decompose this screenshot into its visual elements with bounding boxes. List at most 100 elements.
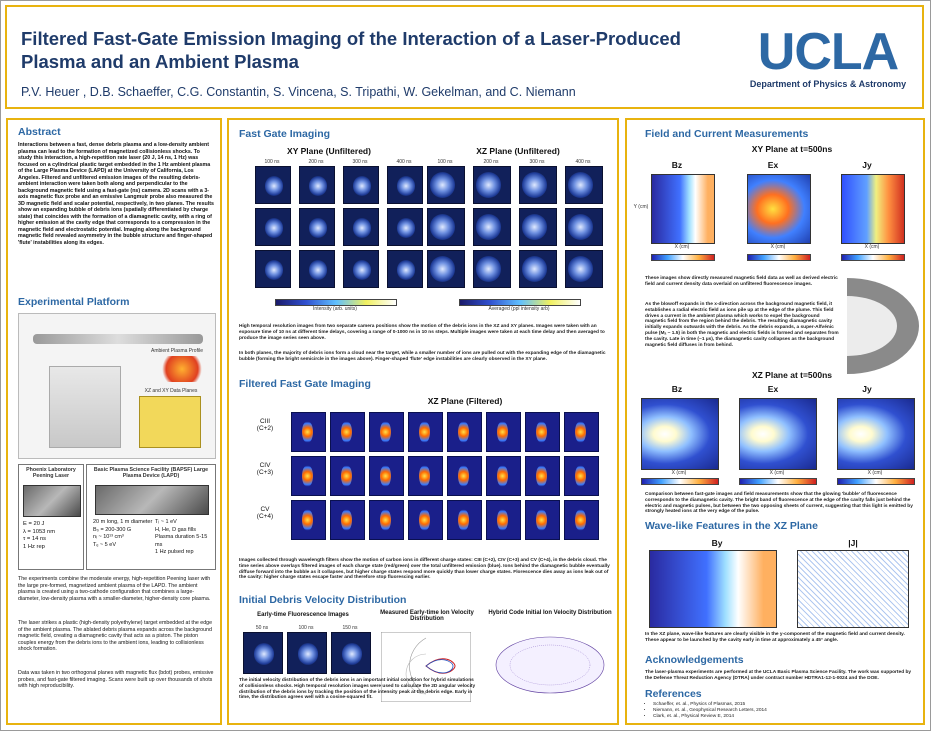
lapd-chamber-shape xyxy=(33,334,203,344)
lapd-box: Basic Plasma Science Facility (BAPSF) La… xyxy=(86,464,216,570)
emission-image xyxy=(447,500,482,540)
lapd-specs-left: 20 m long, 1 m diameter B₀ = 200-300 G n… xyxy=(93,519,153,549)
emission-image xyxy=(525,456,560,496)
bz-label: Bz xyxy=(671,160,683,170)
data-planes-shape xyxy=(139,396,201,448)
emission-image xyxy=(486,456,521,496)
experiment-diagram: Ambient Plasma Profile XZ and XY Data Pl… xyxy=(18,313,216,459)
time-label: 200 ns xyxy=(483,159,499,165)
lapd-spec: B₀ = 200-300 G xyxy=(93,526,132,533)
emission-image xyxy=(387,250,423,288)
scatter-inner xyxy=(509,644,591,686)
time-label: 150 ns xyxy=(342,625,358,631)
velocity-panel-3-title: Hybrid Code Initial Ion Velocity Distrib… xyxy=(488,610,612,616)
emission-image xyxy=(564,412,599,452)
lapd-spec: nᵢ ~ 10¹³ cm³ xyxy=(93,534,124,540)
emission-image xyxy=(519,208,557,246)
bz-colorbar xyxy=(651,254,715,261)
chamber-cutaway-shape xyxy=(49,366,121,448)
cavity-schematic xyxy=(847,278,919,374)
emission-image xyxy=(565,250,603,288)
platform-heading: Experimental Platform xyxy=(18,296,130,308)
emission-image xyxy=(330,412,365,452)
emission-image xyxy=(447,412,482,452)
emission-image xyxy=(427,208,465,246)
lapd-spec: 20 m long, 1 m diameter xyxy=(93,519,153,525)
wave-j-quiver xyxy=(797,550,909,628)
ex-colorbar xyxy=(747,254,811,261)
poster-header: Filtered Fast-Gate Emission Imaging of t… xyxy=(5,5,924,109)
emission-image xyxy=(343,250,379,288)
polar-plot-frame xyxy=(381,632,471,702)
ucla-logo-word: UCLA xyxy=(757,23,899,81)
hybrid-velocity-scatter xyxy=(495,636,605,694)
time-label: 400 ns xyxy=(396,159,412,165)
jy-colorbar xyxy=(841,254,905,261)
poster-title: Filtered Fast-Gate Emission Imaging of t… xyxy=(21,28,681,72)
xy-colorbar xyxy=(275,299,397,306)
emission-image xyxy=(343,166,379,204)
filtered-row-label: CIV (C+3) xyxy=(247,462,283,476)
lapd-title: Basic Plasma Science Facility (BAPSF) La… xyxy=(93,467,209,479)
xz-colorbar xyxy=(459,299,581,306)
emission-image xyxy=(427,250,465,288)
emission-image xyxy=(525,500,560,540)
emission-image xyxy=(255,208,291,246)
emission-image xyxy=(243,632,283,674)
charge-state-name: CIV xyxy=(259,462,271,469)
measured-distribution xyxy=(425,659,454,674)
phoenix-spec: E = 20 J xyxy=(23,521,45,527)
emission-image xyxy=(427,166,465,204)
emission-image xyxy=(299,250,335,288)
platform-para-3: Data was taken in two orthogonal planes … xyxy=(18,670,214,689)
axis-label: X (cm) xyxy=(864,244,880,250)
refs-list: Schaeffer, et. al., Physics of Plasmas, … xyxy=(645,702,915,719)
ack-heading: Acknowledgements xyxy=(645,654,744,666)
emission-image xyxy=(408,456,443,496)
bz-xz-label: Bz xyxy=(671,384,683,394)
axis-label: X (cm) xyxy=(671,470,687,476)
xz-unfiltered-title: XZ Plane (Unfiltered) xyxy=(476,146,560,156)
emission-image xyxy=(564,456,599,496)
charge-state-value: (C+2) xyxy=(256,425,274,432)
xy-unfiltered-title: XY Plane (Unfiltered) xyxy=(287,146,371,156)
phoenix-spec: λ = 1053 nm xyxy=(23,528,56,535)
department-label: Department of Physics & Astronomy xyxy=(749,79,907,89)
lapd-specs-right: Tᵢ ~ 1 eV H, He, D gas fills Plasma dura… xyxy=(155,519,213,557)
time-label: 400 ns xyxy=(575,159,591,165)
charge-state-name: CV xyxy=(260,506,270,513)
poster-authors: P.V. Heuer , D.B. Schaeffer, C.G. Consta… xyxy=(21,85,576,99)
phoenix-laser-box: Phoenix Laboratory Peening Laser E = 20 … xyxy=(18,464,84,570)
xy-bz-map xyxy=(651,174,715,244)
velocity-heading: Initial Debris Velocity Distribution xyxy=(239,594,407,606)
field-text-3: Comparison between fast-gate images and … xyxy=(645,492,913,515)
left-column: Abstract Interactions between a fast, de… xyxy=(6,118,222,725)
reference-item: Niemann, et. al., Geophysical Research L… xyxy=(653,708,915,714)
bz-xz-colorbar xyxy=(641,478,719,485)
time-label: 100 ns xyxy=(298,625,314,631)
time-label: 200 ns xyxy=(308,159,324,165)
wave-j-label: |J| xyxy=(848,538,858,548)
emission-image xyxy=(291,412,326,452)
platform-para-2: The laser strikes a plastic (high-densit… xyxy=(18,620,213,652)
xy-colorbar-label: Intensity (arb. units) xyxy=(313,306,357,312)
phoenix-spec: 1 Hz rep xyxy=(23,543,45,550)
emission-image xyxy=(565,208,603,246)
field-xz-title: XZ Plane at t=500ns xyxy=(751,370,833,380)
scatter-envelope xyxy=(495,636,605,694)
emission-image xyxy=(331,632,371,674)
axis-label: X (cm) xyxy=(867,470,883,476)
charge-state-value: (C+4) xyxy=(256,513,274,520)
jy-xz-label: Jy xyxy=(862,384,872,394)
platform-para-1: The experiments combine the moderate ene… xyxy=(18,576,211,602)
emission-image xyxy=(330,500,365,540)
ambient-profile-shape xyxy=(159,356,205,382)
emission-image xyxy=(330,456,365,496)
emission-image xyxy=(387,208,423,246)
filtered-caption: Images collected through wavelength filt… xyxy=(239,558,610,581)
jy-label: Jy xyxy=(862,160,872,170)
lapd-spec: H, He, D gas fills xyxy=(155,526,196,533)
lapd-spec: Plasma duration 5-15 ms xyxy=(155,534,208,548)
emission-image xyxy=(473,208,511,246)
wave-by-label: By xyxy=(711,538,723,548)
